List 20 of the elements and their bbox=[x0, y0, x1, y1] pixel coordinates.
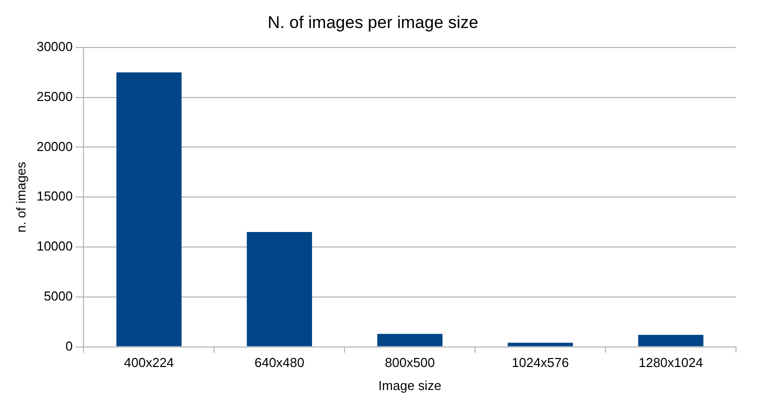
y-tick-label: 25000 bbox=[36, 88, 73, 104]
x-tick-label: 1024x576 bbox=[512, 355, 569, 370]
y-tick-label: 0 bbox=[66, 338, 73, 354]
x-tick-label: 400x224 bbox=[124, 355, 174, 370]
bar bbox=[508, 342, 573, 346]
bar bbox=[246, 232, 312, 346]
x-tick-label: 1280x1024 bbox=[638, 355, 703, 370]
y-tick-label: 5000 bbox=[44, 288, 73, 304]
bar bbox=[116, 72, 182, 346]
y-tick-label: 15000 bbox=[36, 188, 73, 204]
chart-title: N. of images per image size bbox=[268, 12, 478, 32]
x-tick-label: 800x500 bbox=[384, 355, 435, 370]
y-tick-label: 10000 bbox=[36, 238, 73, 254]
x-tick-label: 640x480 bbox=[254, 355, 304, 370]
bar bbox=[377, 334, 442, 346]
bar bbox=[638, 334, 704, 346]
y-tick-label: 20000 bbox=[36, 138, 73, 154]
x-axis-title: Image size bbox=[378, 378, 442, 393]
y-tick-label: 30000 bbox=[36, 38, 73, 54]
y-axis-title: n. of images bbox=[13, 161, 28, 233]
